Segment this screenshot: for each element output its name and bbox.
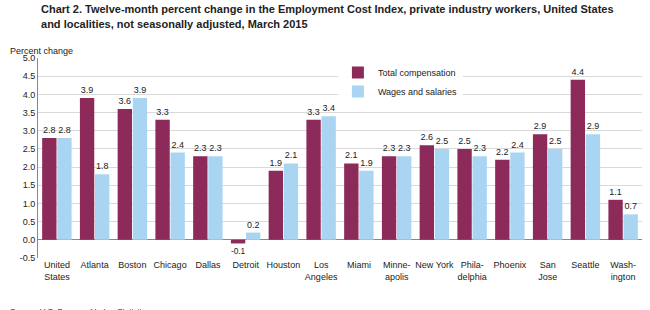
svg-text:1.0: 1.0 xyxy=(23,199,36,209)
svg-text:3.3: 3.3 xyxy=(307,107,320,117)
svg-text:Houston: Houston xyxy=(267,260,301,270)
svg-text:Miami: Miami xyxy=(347,260,371,270)
svg-text:UnitedStates: UnitedStates xyxy=(44,260,70,282)
svg-text:Wages and salaries: Wages and salaries xyxy=(378,87,457,97)
svg-text:Percent change: Percent change xyxy=(10,46,73,56)
svg-text:2.3: 2.3 xyxy=(473,143,486,153)
svg-text:2.4: 2.4 xyxy=(171,140,184,150)
svg-text:2.3: 2.3 xyxy=(209,143,222,153)
svg-text:Phila-delphia: Phila-delphia xyxy=(458,260,487,282)
svg-text:3.4: 3.4 xyxy=(322,103,335,113)
svg-text:1.5: 1.5 xyxy=(23,180,36,190)
svg-text:2.8: 2.8 xyxy=(58,125,71,135)
svg-text:Seattle: Seattle xyxy=(571,260,599,270)
svg-text:1.8: 1.8 xyxy=(96,161,109,171)
svg-text:Chart 2. Twelve-month percent: Chart 2. Twelve-month percent change in … xyxy=(41,3,614,29)
svg-text:Detroit: Detroit xyxy=(232,260,259,270)
svg-text:3.3: 3.3 xyxy=(156,107,169,117)
svg-text:LosAngeles: LosAngeles xyxy=(305,260,338,282)
svg-text:Atlanta: Atlanta xyxy=(81,260,109,270)
svg-text:Total compensation: Total compensation xyxy=(378,68,456,78)
svg-text:5.0: 5.0 xyxy=(23,53,36,63)
svg-text:2.5: 2.5 xyxy=(23,144,36,154)
svg-text:2.5: 2.5 xyxy=(458,136,471,146)
svg-text:2.3: 2.3 xyxy=(383,143,396,153)
svg-text:Dallas: Dallas xyxy=(195,260,221,270)
svg-text:Boston: Boston xyxy=(118,260,146,270)
svg-text:New York: New York xyxy=(415,260,454,270)
svg-text:-0.1: -0.1 xyxy=(231,246,246,256)
svg-text:2.8: 2.8 xyxy=(43,125,56,135)
svg-text:2.9: 2.9 xyxy=(587,121,600,131)
svg-text:2.9: 2.9 xyxy=(534,121,547,131)
svg-text:3.6: 3.6 xyxy=(119,96,132,106)
svg-text:3.9: 3.9 xyxy=(134,85,147,95)
svg-text:3.0: 3.0 xyxy=(23,126,36,136)
svg-text:Minne-apolis: Minne-apolis xyxy=(383,260,411,282)
svg-text:1.1: 1.1 xyxy=(609,187,622,197)
svg-text:2.4: 2.4 xyxy=(511,140,524,150)
svg-text:SanJose: SanJose xyxy=(538,260,557,282)
svg-text:0.7: 0.7 xyxy=(624,201,637,211)
svg-text:2.0: 2.0 xyxy=(23,162,36,172)
svg-text:-0.5: -0.5 xyxy=(20,253,36,263)
svg-text:1.9: 1.9 xyxy=(270,158,283,168)
svg-text:2.1: 2.1 xyxy=(345,150,358,160)
svg-text:Phoenix: Phoenix xyxy=(494,260,527,270)
svg-text:0.0: 0.0 xyxy=(23,235,36,245)
svg-text:2.5: 2.5 xyxy=(549,136,562,146)
svg-text:4.0: 4.0 xyxy=(23,90,36,100)
svg-text:Source: U.S. Bureau of Labor S: Source: U.S. Bureau of Labor Statistics. xyxy=(10,307,151,310)
svg-text:3.9: 3.9 xyxy=(81,85,94,95)
svg-text:4.4: 4.4 xyxy=(572,67,585,77)
svg-text:1.9: 1.9 xyxy=(360,158,373,168)
svg-text:2.3: 2.3 xyxy=(398,143,411,153)
svg-text:4.5: 4.5 xyxy=(23,71,36,81)
svg-text:2.2: 2.2 xyxy=(496,147,509,157)
svg-text:2.3: 2.3 xyxy=(194,143,207,153)
svg-text:2.5: 2.5 xyxy=(436,136,449,146)
svg-text:Chicago: Chicago xyxy=(154,260,187,270)
svg-text:Wash-ington: Wash-ington xyxy=(610,260,636,282)
svg-text:0.5: 0.5 xyxy=(23,217,36,227)
svg-text:3.5: 3.5 xyxy=(23,108,36,118)
svg-text:2.6: 2.6 xyxy=(421,132,434,142)
svg-text:0.2: 0.2 xyxy=(247,220,260,230)
svg-text:2.1: 2.1 xyxy=(285,150,298,160)
